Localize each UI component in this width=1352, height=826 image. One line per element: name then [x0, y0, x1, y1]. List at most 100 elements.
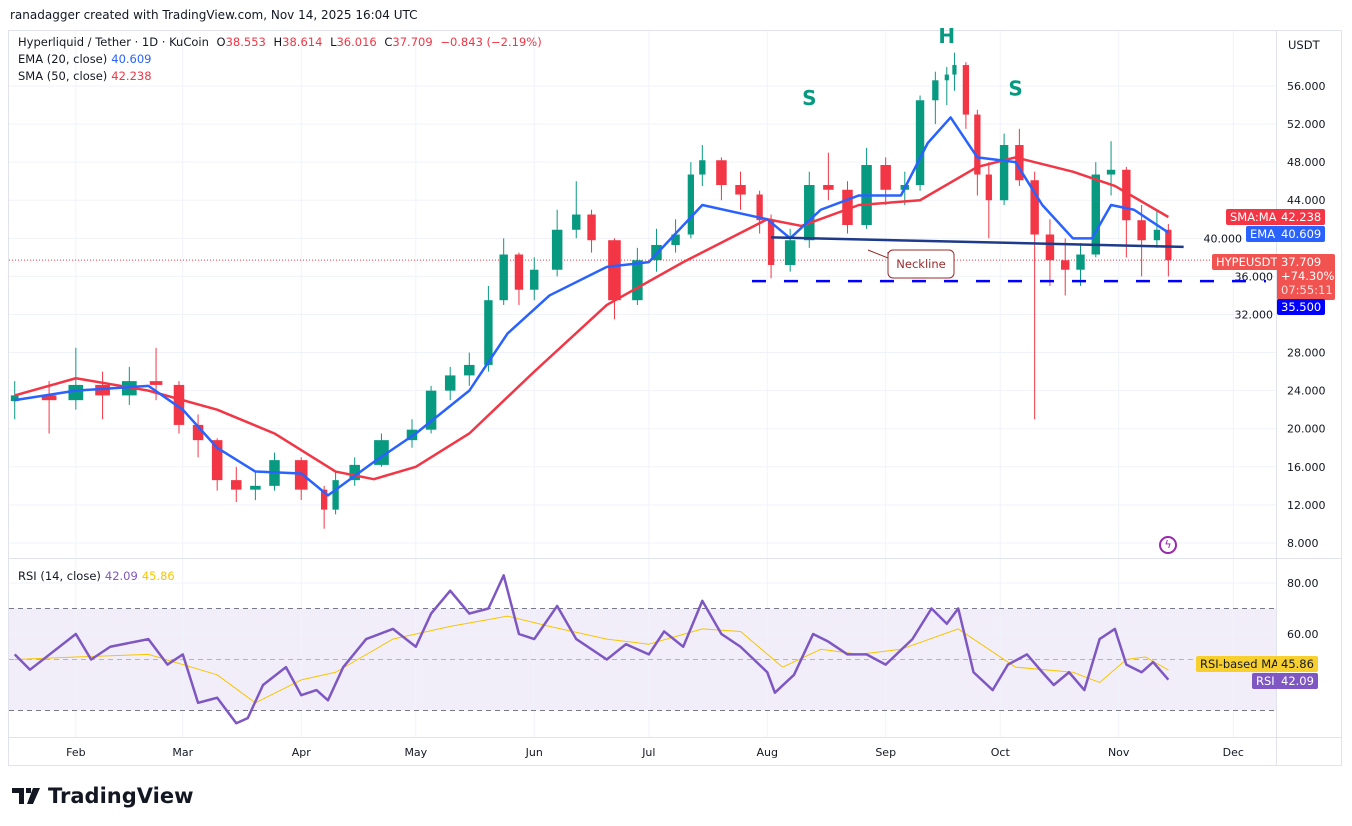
rsi-axis-value: 42.09	[1277, 673, 1318, 689]
candle	[1076, 243, 1085, 286]
x-tick-label: Dec	[1223, 746, 1244, 759]
candle	[767, 214, 775, 279]
candle-body	[514, 254, 524, 290]
candle	[1153, 209, 1161, 248]
ema-label: EMA (20, close)	[18, 52, 108, 66]
ema-axis-value: 40.609	[1277, 226, 1326, 242]
symbol-legend: Hyperliquid / Tether · 1D · KuCoin O38.5…	[18, 35, 542, 49]
currency-label[interactable]: USDT	[1288, 38, 1320, 52]
candle-body	[1015, 145, 1024, 181]
rsi-ma-axis-value: 45.86	[1277, 656, 1318, 672]
candle-body	[823, 185, 834, 190]
sma-label: SMA (50, close)	[18, 69, 108, 83]
candle	[294, 457, 308, 501]
rsi-ma-value: 45.86	[141, 569, 175, 583]
candle-body	[1106, 169, 1116, 175]
candle-body	[767, 220, 775, 265]
ema-legend[interactable]: EMA (20, close) 40.609	[18, 52, 152, 66]
candle	[932, 71, 939, 125]
candle	[985, 162, 992, 239]
rsi-tick-label: 80.00	[1287, 577, 1319, 590]
candle-body	[173, 384, 185, 425]
candle-body	[999, 145, 1009, 201]
close-value: 37.709	[392, 35, 433, 49]
bar-countdown: 07:55:11	[1281, 283, 1333, 297]
rsi-legend[interactable]: RSI (14, close) 42.09 45.86	[18, 569, 175, 583]
candle	[231, 466, 242, 503]
change-value: −0.843 (−2.19%)	[440, 35, 542, 49]
ema-value: 40.609	[111, 52, 152, 66]
candle-body	[880, 165, 891, 190]
candle	[1137, 205, 1146, 277]
candle-body	[464, 364, 475, 376]
candle-body	[530, 269, 539, 290]
candle	[464, 352, 475, 386]
price-change-percent: +74.30%	[1281, 269, 1335, 283]
neckline	[771, 236, 1184, 249]
candle	[962, 62, 970, 129]
sma-axis-tag: SMA:MA	[1226, 209, 1281, 225]
pattern-label-S: S	[802, 86, 816, 110]
rsi-ma-axis-tag: RSI-based MA	[1196, 656, 1283, 672]
lightning-icon[interactable]: ϟ	[1159, 536, 1177, 554]
candle	[1091, 162, 1100, 258]
candle-body	[784, 240, 796, 265]
y-tick-label: 52.000	[1287, 118, 1326, 131]
candle-body	[250, 485, 261, 490]
candle	[95, 371, 110, 420]
candle	[425, 385, 437, 434]
pattern-label-S: S	[1008, 77, 1022, 101]
rsi-ma-line	[14, 615, 1169, 704]
candle-body	[974, 114, 981, 175]
candle-body	[1122, 169, 1131, 221]
y-tick-label: 20.000	[1287, 423, 1326, 436]
rsi-line	[13, 574, 1170, 725]
candle	[1045, 219, 1055, 286]
candle-body	[1137, 220, 1146, 241]
price-axis-box: 37.709 +74.30% 07:55:11	[1277, 254, 1335, 300]
sma-legend[interactable]: SMA (50, close) 42.238	[18, 69, 152, 83]
candle-body	[944, 74, 949, 81]
tradingview-logo[interactable]: TradingView	[12, 784, 193, 808]
candle	[530, 257, 539, 301]
x-tick-label: Jun	[525, 746, 543, 759]
rsi-label: RSI (14, close)	[18, 569, 101, 583]
candle-body	[1076, 254, 1085, 270]
candle-body	[671, 234, 680, 245]
candle	[1122, 166, 1131, 258]
x-tick-label: Apr	[292, 746, 312, 759]
candle-body	[1045, 234, 1055, 261]
candle	[687, 162, 695, 239]
candle	[915, 95, 925, 191]
neckline-callout-pointer	[867, 249, 889, 259]
candle	[572, 181, 581, 239]
neckline-label: Neckline	[896, 257, 945, 271]
candle-body	[985, 174, 992, 201]
y-tick-label: 8.000	[1287, 537, 1319, 550]
candle-body	[499, 254, 508, 301]
candle	[41, 381, 57, 434]
symbol-title[interactable]: Hyperliquid / Tether · 1D · KuCoin	[18, 35, 209, 49]
y-tick-label: 56.000	[1287, 80, 1326, 93]
y-tick-label: 48.000	[1287, 156, 1326, 169]
candle	[499, 238, 508, 305]
x-tick-label: Oct	[991, 746, 1011, 759]
candle	[735, 171, 746, 210]
candle-body	[1091, 174, 1100, 255]
ema-20-line	[14, 116, 1170, 497]
x-tick-label: Sep	[875, 746, 896, 759]
candle	[1061, 238, 1070, 296]
x-tick-label: Feb	[66, 746, 85, 759]
pattern-label-H: H	[938, 24, 955, 48]
candle-body	[687, 174, 695, 235]
x-tick-label: May	[404, 746, 427, 759]
ema-axis-tag: EMA	[1246, 226, 1280, 242]
candle	[1165, 224, 1172, 277]
candle	[444, 366, 456, 401]
candle-body	[962, 65, 970, 115]
chart-frame	[8, 30, 1342, 766]
y-tick-label: 32.000	[1235, 308, 1274, 321]
candle-body	[804, 185, 815, 241]
candle-body	[1153, 229, 1161, 241]
